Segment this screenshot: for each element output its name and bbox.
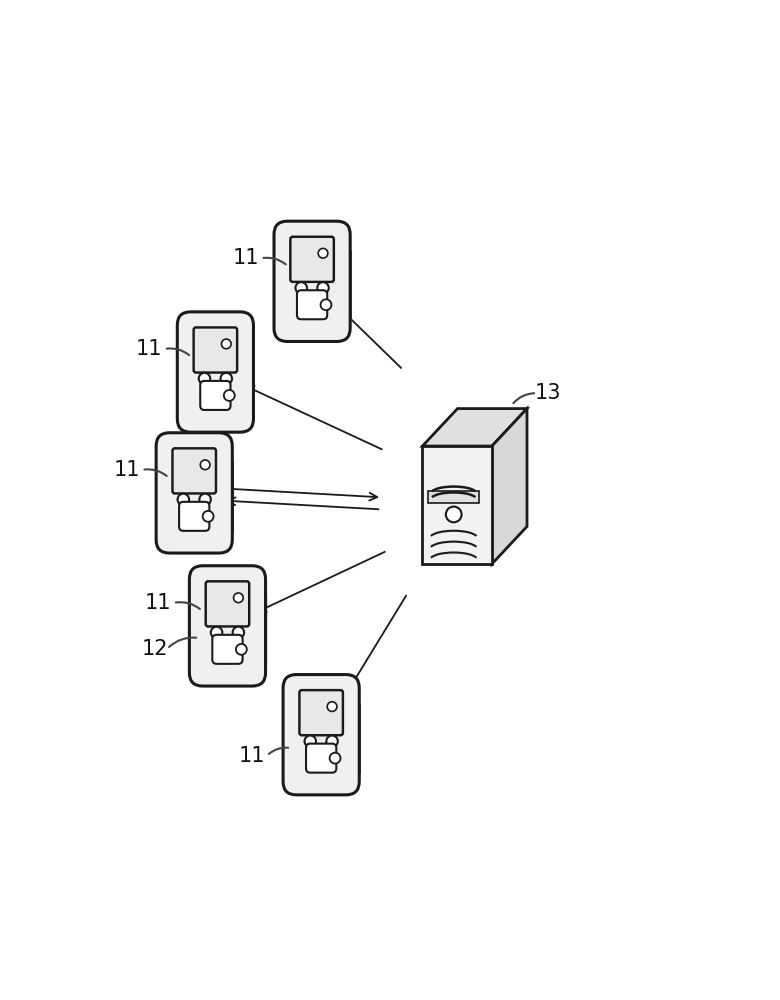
Text: 11: 11	[136, 339, 162, 359]
FancyBboxPatch shape	[172, 448, 216, 493]
Text: 13: 13	[534, 383, 561, 403]
FancyBboxPatch shape	[156, 433, 232, 553]
Polygon shape	[216, 592, 252, 596]
FancyBboxPatch shape	[274, 221, 350, 341]
Circle shape	[200, 460, 210, 470]
Polygon shape	[300, 248, 337, 252]
Circle shape	[296, 282, 307, 294]
Polygon shape	[204, 338, 240, 342]
FancyBboxPatch shape	[179, 502, 209, 531]
Circle shape	[328, 702, 337, 711]
Circle shape	[233, 593, 243, 603]
FancyBboxPatch shape	[190, 566, 265, 686]
FancyBboxPatch shape	[297, 290, 328, 319]
Polygon shape	[240, 338, 254, 410]
FancyBboxPatch shape	[290, 237, 334, 282]
Circle shape	[211, 627, 222, 638]
FancyBboxPatch shape	[200, 381, 231, 410]
Text: 11: 11	[239, 746, 265, 766]
Circle shape	[222, 339, 231, 349]
Polygon shape	[219, 459, 232, 530]
Text: 11: 11	[145, 593, 171, 613]
Polygon shape	[310, 701, 346, 705]
FancyBboxPatch shape	[300, 690, 343, 735]
Circle shape	[304, 736, 316, 747]
Circle shape	[236, 644, 246, 655]
Polygon shape	[337, 248, 350, 319]
Circle shape	[232, 627, 244, 638]
Circle shape	[199, 373, 211, 384]
Circle shape	[330, 753, 341, 764]
Circle shape	[203, 511, 214, 522]
Circle shape	[200, 494, 211, 505]
Circle shape	[326, 736, 338, 747]
Text: 11: 11	[113, 460, 140, 480]
Circle shape	[221, 373, 232, 384]
FancyBboxPatch shape	[212, 635, 243, 664]
FancyBboxPatch shape	[283, 675, 360, 795]
Polygon shape	[183, 459, 219, 463]
FancyBboxPatch shape	[177, 312, 254, 432]
Circle shape	[446, 507, 462, 522]
Polygon shape	[492, 409, 527, 564]
Circle shape	[321, 299, 332, 310]
FancyBboxPatch shape	[206, 581, 250, 626]
Polygon shape	[252, 592, 265, 663]
Circle shape	[224, 390, 235, 401]
Text: 12: 12	[142, 639, 168, 659]
Polygon shape	[346, 701, 360, 772]
FancyBboxPatch shape	[193, 327, 237, 373]
Polygon shape	[423, 409, 527, 446]
Circle shape	[318, 248, 328, 258]
Text: 11: 11	[232, 248, 259, 268]
Bar	[423, 446, 492, 564]
Bar	[428, 491, 478, 503]
FancyBboxPatch shape	[306, 744, 336, 773]
Circle shape	[178, 494, 189, 505]
Circle shape	[317, 282, 328, 294]
